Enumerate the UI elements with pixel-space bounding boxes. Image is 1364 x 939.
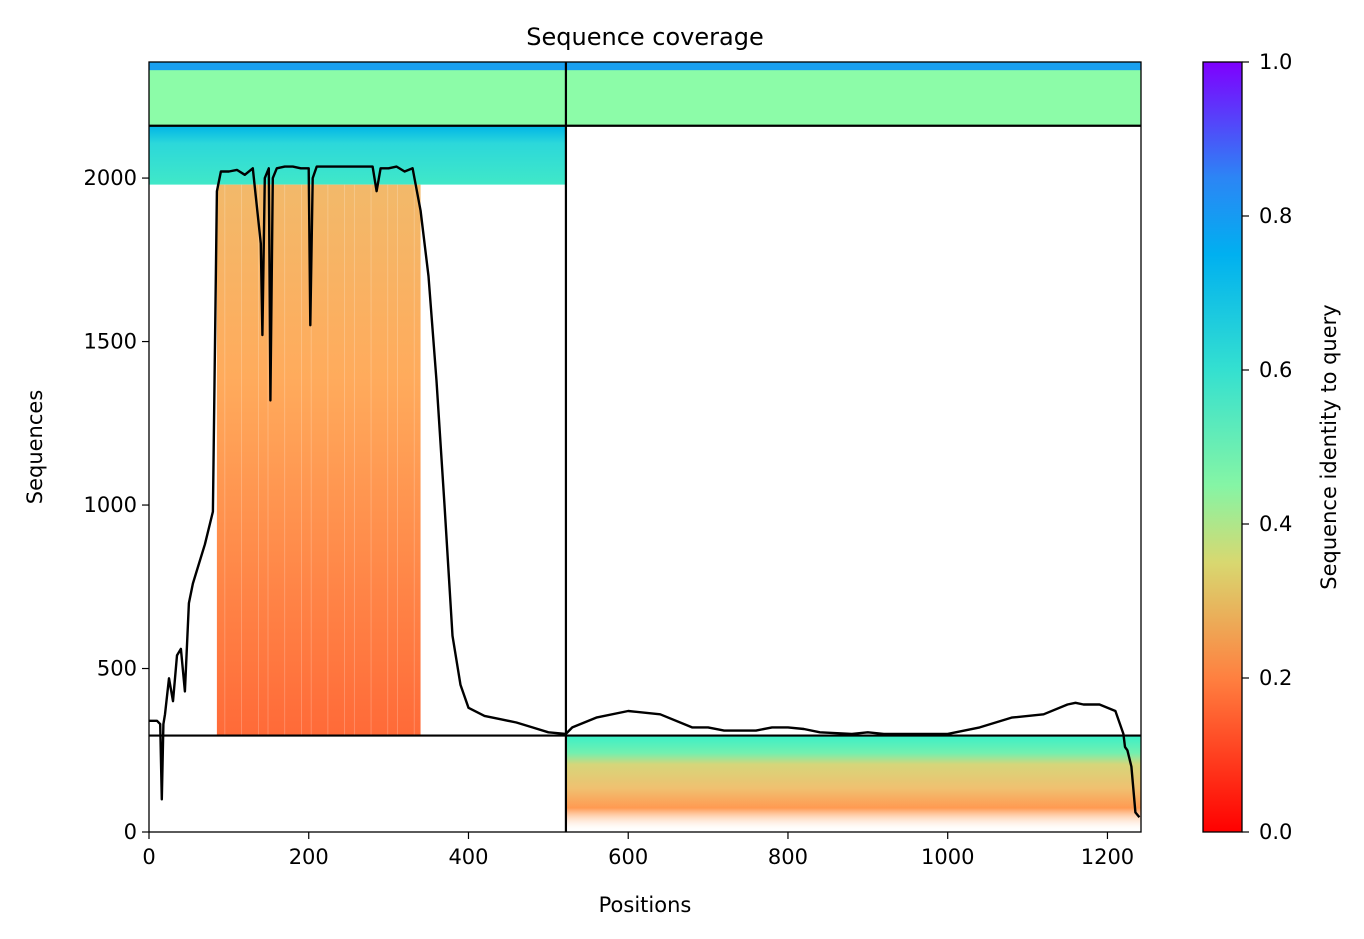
colorbar-tick-label: 0.6: [1259, 358, 1292, 382]
y-tick-label: 1500: [84, 330, 137, 354]
coverage-line: [149, 165, 1141, 819]
y-axis-label: Sequences: [23, 390, 47, 505]
y-tick-label: 2000: [84, 166, 137, 190]
x-tick-label: 0: [142, 845, 155, 869]
colorbar-tick-label: 0.2: [1259, 666, 1292, 690]
colorbar-gradient: [1202, 61, 1243, 833]
heatmap-top-accent-0: [149, 62, 566, 71]
y-tick-label: 0: [124, 820, 137, 844]
x-tick-label: 800: [768, 845, 808, 869]
plot-area: 0 200 400 600 800 1000 1200 0 500 1000 1500 2000: [84, 61, 1142, 869]
heatmap-block-upper-left-2: [149, 125, 566, 185]
colorbar-tick-label: 0.4: [1259, 512, 1292, 536]
colorbar-tick-label: 0.0: [1259, 820, 1292, 844]
y-tick-label: 1000: [84, 493, 137, 517]
x-tick-label: 400: [448, 845, 488, 869]
heatmap-block-left-main-3: [216, 184, 421, 736]
x-axis-label: Positions: [599, 893, 692, 917]
chart-title: Sequence coverage: [526, 23, 763, 51]
colorbar-tick-label: 0.8: [1259, 204, 1292, 228]
colorbar-label: Sequence identity to query: [1317, 304, 1341, 589]
heatmap-block-top-0: [149, 62, 566, 126]
colorbar-tick-label: 1.0: [1259, 50, 1292, 74]
x-tick-label: 600: [608, 845, 648, 869]
heatmap-block-bottom-right-4: [565, 735, 1141, 832]
x-tick-label: 1000: [921, 845, 974, 869]
x-tick-label: 200: [289, 845, 329, 869]
heatmap-top-accent-1: [565, 62, 1141, 71]
axes-frame: [148, 61, 1142, 833]
heatmap-block-top-1: [565, 62, 1141, 126]
colorbar: Sequence identity to query 0.0 0.2 0.4 0.6 0…: [1202, 50, 1341, 844]
y-tick-label: 500: [97, 657, 137, 681]
x-tick-label: 1200: [1081, 845, 1134, 869]
